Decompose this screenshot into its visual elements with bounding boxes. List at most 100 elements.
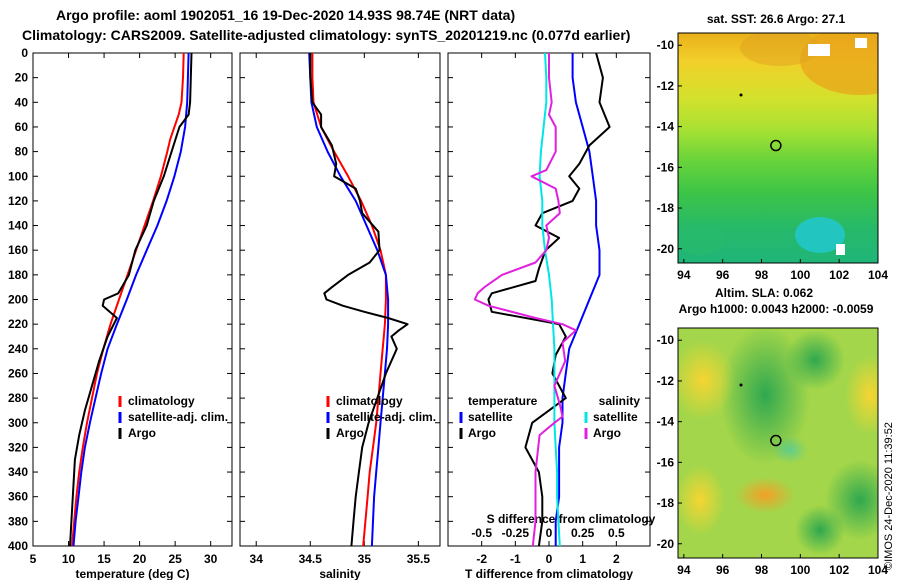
sla-high [678, 465, 725, 535]
warm-patch [740, 33, 820, 66]
x-tick-label: 2 [613, 552, 620, 566]
salinity-panel: 34 34.5 35 35.5 salinity climatology satellite… [239, 52, 441, 580]
y-tick-label: 80 [15, 145, 29, 159]
x-tick-label: 5 [30, 552, 37, 566]
y-tick-label: 260 [8, 366, 28, 380]
x-tick-label: 10 [62, 552, 76, 566]
temperature-panel: 0 20 40 60 80 100 120 140 160 180 200 220 240 260 280 3… [8, 46, 233, 580]
x-tick-label: 0 [546, 552, 553, 566]
series-line-satellite-adj-clim- [72, 52, 190, 547]
sla-low [795, 505, 845, 555]
map-y-tick-label: -10 [657, 333, 675, 347]
legend-label: climatology [128, 394, 195, 408]
map-x-tick-label: 98 [755, 268, 769, 282]
plot-frame [447, 52, 651, 547]
map-y-tick-label: -14 [657, 415, 675, 429]
map-y-tick-label: -18 [657, 496, 675, 510]
map-x-tick-label: 102 [829, 268, 849, 282]
x-tick-label: 15 [97, 552, 111, 566]
legend-title: salinity [599, 394, 641, 408]
sla-high [678, 340, 735, 420]
legend-label: satellite [468, 410, 513, 424]
sla-low [772, 436, 808, 464]
series-line-s-satellite [538, 52, 561, 547]
series-line-s-argo [473, 53, 577, 547]
map-y-tick-label: -16 [657, 160, 675, 174]
y-tick-label: 0 [21, 46, 28, 60]
y-tick-label: 220 [8, 317, 28, 331]
top-x-tick-label: 0 [546, 526, 553, 540]
y-tick-label: 400 [8, 539, 28, 553]
x-tick-label: 34 [250, 552, 264, 566]
legend-label: Argo [468, 426, 496, 440]
top-x-tick-label: -0.5 [471, 526, 492, 540]
island-dot [739, 93, 743, 97]
top-x-tick-label: -0.25 [502, 526, 530, 540]
map-y-tick-label: -20 [657, 537, 675, 551]
x-tick-label: 35 [358, 552, 372, 566]
y-tick-label: 340 [8, 465, 28, 479]
y-tick-label: 180 [8, 268, 28, 282]
cool-patch [678, 225, 725, 255]
sla-map-subtitle: Argo h1000: 0.0043 h2000: -0.0059 [679, 302, 874, 316]
sst-map-title: sat. SST: 26.6 Argo: 27.1 [707, 12, 846, 26]
map-y-tick-label: -10 [657, 38, 675, 52]
series-line-argo [309, 53, 409, 547]
missing-data [808, 44, 830, 56]
sla-map-frame [677, 327, 879, 559]
top-x-tick-label: 0.5 [608, 526, 625, 540]
y-tick-label: 240 [8, 342, 28, 356]
sla-low [785, 330, 845, 390]
legend-label: Argo [336, 426, 364, 440]
y-tick-label: 100 [8, 169, 28, 183]
top-x-tick-label: 0.25 [571, 526, 595, 540]
map-x-tick-label: 98 [755, 563, 769, 577]
x-axis-label: temperature (deg C) [75, 567, 189, 580]
map-x-tick-label: 104 [868, 563, 888, 577]
y-tick-label: 60 [15, 120, 29, 134]
series-line-climatology [71, 52, 185, 547]
cool-patch [795, 217, 845, 253]
map-x-tick-label: 94 [677, 268, 691, 282]
map-y-tick-label: -12 [657, 79, 675, 93]
x-tick-label: 34.5 [299, 552, 323, 566]
legend-label: climatology [336, 394, 403, 408]
sla-map [678, 328, 878, 558]
x-axis-label: T difference from climatology [465, 567, 633, 580]
map-x-tick-label: 100 [790, 563, 810, 577]
profile-title: Argo profile: aoml 1902051_16 19-Dec-202… [56, 7, 516, 23]
difference-panel: -2 -1 0 1 2T difference from climatology -0.5… [447, 52, 656, 580]
missing-data [836, 244, 845, 255]
map-x-tick-label: 96 [716, 268, 730, 282]
x-axis-label: salinity [319, 567, 361, 580]
x-tick-label: 25 [168, 552, 182, 566]
plot-frame [32, 52, 233, 547]
island-dot [739, 383, 743, 387]
legend-label: Argo [128, 426, 156, 440]
sla-high [735, 477, 795, 513]
map-x-tick-label: 104 [868, 268, 888, 282]
series-line-argo [69, 52, 193, 547]
map-x-tick-label: 96 [716, 563, 730, 577]
series-line-t-satellite [554, 53, 601, 546]
legend-label: satellite-adj. clim. [128, 410, 228, 424]
series-line-satellite-adj-clim- [308, 52, 390, 547]
map-y-tick-label: -14 [657, 120, 675, 134]
legend-title: temperature [468, 394, 538, 408]
y-tick-label: 200 [8, 293, 28, 307]
x-tick-label: 35.5 [407, 552, 431, 566]
climatology-title: Climatology: CARS2009. Satellite-adjuste… [22, 27, 631, 43]
series-line-t-argo [487, 52, 611, 547]
legend-label: Argo [593, 426, 621, 440]
y-tick-label: 380 [8, 514, 28, 528]
x-tick-label: 1 [579, 552, 586, 566]
legend-label: satellite-adj. clim. [336, 410, 436, 424]
y-tick-label: 120 [8, 194, 28, 208]
x-tick-label: -2 [476, 552, 487, 566]
map-x-tick-label: 102 [829, 563, 849, 577]
y-tick-label: 20 [15, 71, 29, 85]
legend-label: satellite [593, 410, 638, 424]
map-x-tick-label: 94 [677, 563, 691, 577]
